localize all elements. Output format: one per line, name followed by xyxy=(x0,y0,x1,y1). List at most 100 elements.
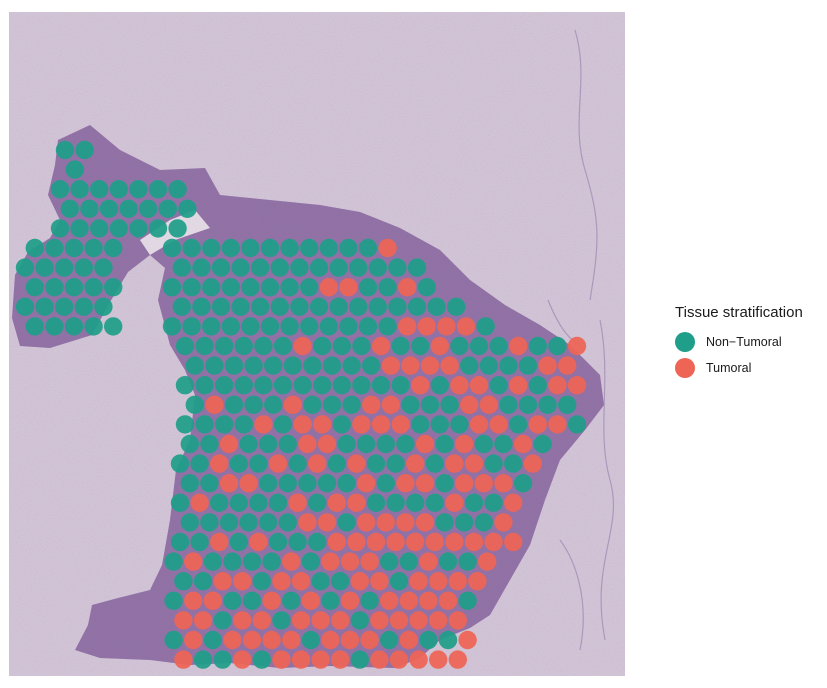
spot-tumoral xyxy=(391,415,410,434)
spot-tumoral xyxy=(339,278,358,297)
spot-non-tumoral xyxy=(94,258,113,277)
spot-non-tumoral xyxy=(192,258,211,277)
spot-non-tumoral xyxy=(366,493,386,512)
spot-tumoral xyxy=(448,611,467,630)
spot-non-tumoral xyxy=(380,552,399,571)
spot-non-tumoral xyxy=(518,356,538,375)
spot-non-tumoral xyxy=(158,199,177,218)
spot-tumoral xyxy=(340,630,360,650)
spot-tumoral xyxy=(417,317,436,336)
spot-non-tumoral xyxy=(168,219,187,238)
spot-non-tumoral xyxy=(64,278,84,297)
spot-non-tumoral xyxy=(350,611,369,630)
spot-tumoral xyxy=(190,493,209,512)
spot-non-tumoral xyxy=(223,552,242,571)
spot-non-tumoral xyxy=(54,258,74,277)
spot-tumoral xyxy=(321,630,340,650)
spot-non-tumoral xyxy=(178,199,197,218)
spot-non-tumoral xyxy=(231,258,250,277)
spot-non-tumoral xyxy=(172,297,191,316)
spot-tumoral xyxy=(371,415,391,434)
spot-non-tumoral xyxy=(435,434,454,454)
spot-non-tumoral xyxy=(268,493,288,512)
spot-non-tumoral xyxy=(84,238,103,258)
spot-non-tumoral xyxy=(332,336,351,356)
spot-non-tumoral xyxy=(175,336,195,356)
spot-tumoral xyxy=(357,474,376,493)
spot-tumoral xyxy=(321,552,340,571)
spot-non-tumoral xyxy=(427,297,446,316)
spot-non-tumoral xyxy=(349,258,368,277)
spot-non-tumoral xyxy=(193,572,213,591)
spot-non-tumoral xyxy=(327,454,346,473)
spot-non-tumoral xyxy=(264,356,283,375)
spot-non-tumoral xyxy=(329,258,348,277)
legend-title: Tissue stratification xyxy=(675,304,803,321)
spot-non-tumoral xyxy=(538,395,557,414)
spot-non-tumoral xyxy=(290,258,309,277)
spot-non-tumoral xyxy=(70,219,89,238)
spot-non-tumoral xyxy=(162,317,182,336)
spot-tumoral xyxy=(406,454,425,473)
spot-tumoral xyxy=(293,336,312,356)
spot-non-tumoral xyxy=(337,513,356,532)
spot-non-tumoral xyxy=(489,376,508,395)
spot-non-tumoral xyxy=(202,278,221,297)
spot-non-tumoral xyxy=(164,552,183,571)
spot-non-tumoral xyxy=(94,297,113,316)
spot-non-tumoral xyxy=(221,238,240,258)
spot-non-tumoral xyxy=(350,650,369,669)
spot-non-tumoral xyxy=(64,317,84,336)
spot-tumoral xyxy=(458,630,477,650)
spot-tumoral xyxy=(415,434,435,454)
spot-non-tumoral xyxy=(215,415,234,434)
spot-non-tumoral xyxy=(352,376,371,395)
spot-tumoral xyxy=(445,532,464,552)
spot-non-tumoral xyxy=(229,454,248,473)
spot-non-tumoral xyxy=(411,415,430,434)
spot-non-tumoral xyxy=(484,493,503,512)
legend-key-tumoral xyxy=(675,358,695,378)
spot-tumoral xyxy=(484,532,503,552)
spot-non-tumoral xyxy=(303,395,322,414)
spot-tumoral xyxy=(456,317,476,336)
spot-non-tumoral xyxy=(349,297,368,316)
spot-non-tumoral xyxy=(239,434,258,454)
spot-tumoral xyxy=(448,572,467,591)
spot-non-tumoral xyxy=(504,454,523,473)
spot-non-tumoral xyxy=(35,297,54,316)
spot-tumoral xyxy=(184,552,203,571)
spot-non-tumoral xyxy=(224,395,244,414)
spot-non-tumoral xyxy=(241,238,260,258)
spot-tumoral xyxy=(406,532,425,552)
spot-non-tumoral xyxy=(162,278,182,297)
legend-item-non-tumoral: Non−Tumoral xyxy=(675,329,825,355)
spot-non-tumoral xyxy=(380,630,399,650)
spot-tumoral xyxy=(504,493,523,512)
spot-non-tumoral xyxy=(322,356,342,375)
spot-grid xyxy=(15,140,587,669)
spot-non-tumoral xyxy=(170,454,190,473)
spot-tumoral xyxy=(380,591,399,610)
spot-non-tumoral xyxy=(45,238,64,258)
spot-non-tumoral xyxy=(202,238,221,258)
spot-non-tumoral xyxy=(342,356,361,375)
spot-non-tumoral xyxy=(319,317,338,336)
spot-tumoral xyxy=(298,513,317,532)
spot-non-tumoral xyxy=(164,591,183,610)
spot-tumoral xyxy=(398,317,417,336)
spot-non-tumoral xyxy=(244,356,263,375)
spot-non-tumoral xyxy=(489,336,508,356)
spot-tumoral xyxy=(262,591,281,610)
spot-non-tumoral xyxy=(84,278,103,297)
spot-tumoral xyxy=(415,474,435,493)
spot-non-tumoral xyxy=(455,513,474,532)
spot-tumoral xyxy=(288,493,307,512)
spot-non-tumoral xyxy=(54,297,74,316)
spot-non-tumoral xyxy=(278,474,297,493)
spot-non-tumoral xyxy=(260,238,280,258)
spot-tumoral xyxy=(455,434,474,454)
spot-non-tumoral xyxy=(396,434,415,454)
spot-non-tumoral xyxy=(339,317,358,336)
